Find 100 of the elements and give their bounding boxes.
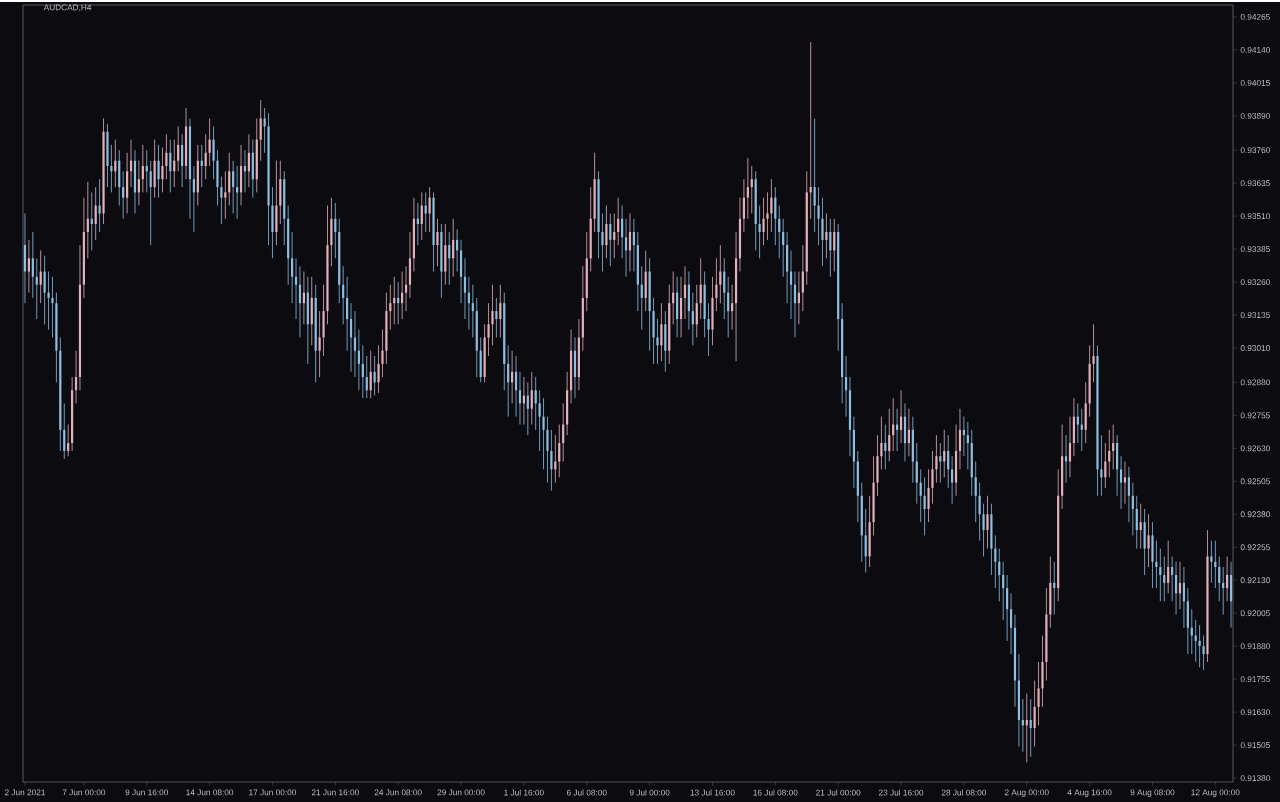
candlestick — [526, 381, 529, 436]
candlestick — [742, 178, 745, 233]
candlestick — [864, 508, 867, 573]
candlestick — [907, 408, 911, 457]
x-tick-label: 13 Jul 16:00 — [690, 789, 735, 796]
x-tick-label: 21 Jul 00:00 — [816, 789, 861, 796]
candlestick — [931, 450, 934, 505]
y-tick-label: 0.93135 — [1240, 312, 1270, 318]
candlestick — [334, 202, 337, 259]
candlestick — [232, 160, 235, 214]
candlestick — [471, 284, 474, 338]
candlestick — [770, 178, 773, 233]
candlestick — [122, 170, 125, 220]
candlestick — [177, 125, 180, 172]
y-tick-label: 0.93510 — [1240, 213, 1270, 220]
y-tick-label: 0.91755 — [1240, 676, 1270, 683]
candlestick — [365, 355, 368, 399]
x-tick-label: 4 Aug 16:00 — [1067, 789, 1112, 797]
y-tick-label: 0.93260 — [1240, 279, 1270, 285]
candlestick — [640, 265, 643, 330]
candlestick — [1123, 461, 1127, 505]
candlestick — [495, 297, 498, 338]
x-tick-label: 9 Jun 16:00 — [125, 789, 169, 796]
y-tick-label: 0.94015 — [1240, 79, 1270, 86]
candlestick — [346, 276, 349, 352]
candlestick — [1033, 680, 1036, 747]
candlestick — [966, 421, 969, 470]
candlestick — [813, 118, 816, 233]
candlestick — [707, 302, 710, 357]
candlestick — [723, 257, 726, 320]
candlestick — [1167, 540, 1170, 594]
x-tick-label: 29 Jun 00:00 — [437, 789, 485, 796]
y-tick-label: 0.92755 — [1240, 412, 1270, 419]
candlestick — [161, 147, 164, 193]
candlestick — [880, 416, 883, 470]
candlestick — [1076, 403, 1079, 444]
candlestick — [923, 476, 926, 536]
candlestick — [487, 302, 490, 357]
x-tick-label: 2 Jun 2021 — [4, 789, 45, 796]
candlestick — [758, 205, 761, 259]
candlestick — [538, 389, 541, 452]
x-tick-label: 9 Aug 08:00 — [1130, 789, 1175, 797]
candlestick — [546, 416, 549, 483]
y-tick-label: 0.92130 — [1240, 577, 1270, 584]
y-tick-label: 0.93890 — [1240, 112, 1270, 119]
candlestick — [935, 434, 938, 483]
candlestick — [746, 157, 749, 220]
candlestick — [1104, 442, 1107, 489]
candlestick — [974, 461, 977, 523]
candlestick — [165, 133, 168, 180]
y-tick-label: 0.94140 — [1240, 46, 1270, 53]
candlestick — [778, 205, 781, 259]
candlestick — [259, 99, 262, 162]
candlestick — [715, 257, 718, 312]
x-tick-label: 2 Aug 00:00 — [1004, 789, 1049, 797]
x-tick-label: 23 Jul 16:00 — [878, 789, 924, 796]
y-tick-label: 0.91630 — [1240, 709, 1270, 716]
candlestick — [530, 371, 533, 425]
candlestick — [1218, 556, 1221, 602]
candlestick — [1171, 556, 1174, 602]
candlestick — [844, 355, 848, 418]
y-tick-label: 0.92005 — [1240, 610, 1270, 617]
candlestick — [1100, 434, 1103, 497]
candlestick — [51, 276, 54, 338]
candlestick — [1119, 455, 1123, 510]
candlestick — [719, 244, 722, 304]
candlestick — [766, 191, 769, 241]
candlestick — [821, 197, 824, 267]
candlestick — [35, 257, 38, 320]
candlestick — [181, 133, 184, 188]
x-tick-label: 12 Aug 00:00 — [1191, 789, 1240, 797]
candlestick — [448, 231, 451, 286]
x-tick-label: 9 Jul 00:00 — [629, 789, 670, 796]
candlestick — [357, 329, 360, 391]
candlestick — [208, 118, 211, 167]
candlestick — [1190, 608, 1193, 655]
candlestick — [1135, 495, 1138, 549]
candlestick — [228, 152, 231, 206]
candlestick — [1037, 661, 1040, 726]
candlestick — [1147, 513, 1150, 568]
candlestick — [750, 165, 753, 214]
candlestick — [801, 244, 804, 312]
y-tick-label: 0.93010 — [1240, 345, 1270, 351]
candlestick — [817, 186, 820, 246]
candlestick — [1002, 561, 1005, 621]
candlestick — [656, 318, 659, 365]
chart-title: AUDCAD,H4 — [43, 4, 92, 12]
candlestick — [499, 284, 502, 338]
candlestick — [43, 255, 46, 325]
y-tick-label: 0.92380 — [1240, 511, 1270, 518]
candlestick — [919, 468, 922, 523]
candlestick — [463, 257, 467, 320]
x-tick-label: 6 Jul 08:00 — [566, 789, 607, 796]
candlestick — [774, 186, 777, 246]
candlestick — [518, 371, 522, 425]
candlestick — [436, 218, 439, 267]
candlestick — [601, 213, 604, 272]
x-tick-label: 17 Jun 00:00 — [249, 789, 297, 796]
candlestick — [624, 218, 628, 278]
candlestick — [204, 133, 207, 180]
